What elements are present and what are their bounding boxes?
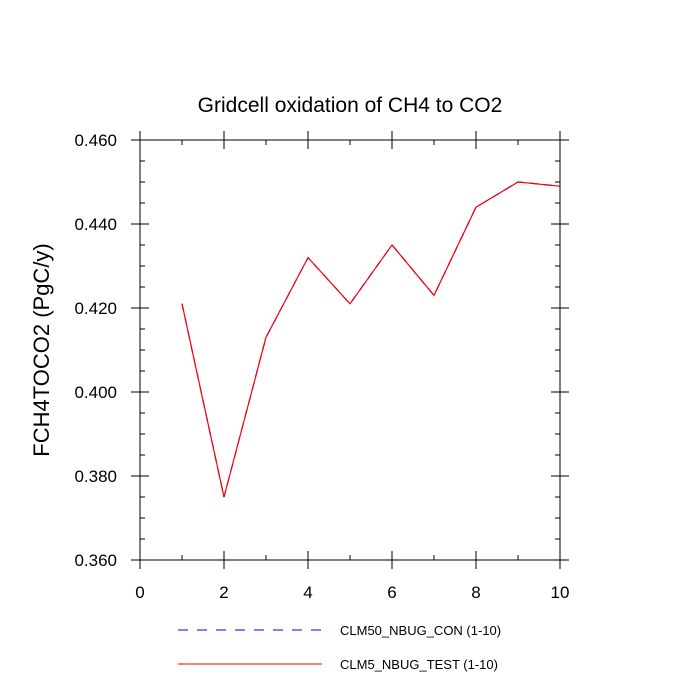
legend-label: CLM5_NBUG_TEST (1-10): [340, 657, 498, 672]
series-lines: [181, 181, 561, 498]
y-tick-label: 0.460: [74, 131, 117, 150]
y-axis-label: FCH4TOCO2 (PgC/y): [29, 243, 54, 457]
series-line-2: [181, 181, 561, 498]
legend: CLM50_NBUG_CON (1-10) CLM5_NBUG_TEST (1-1…: [178, 623, 501, 672]
x-tick-label: 10: [551, 583, 570, 602]
axis-tick-labels: 0 2 4 6 8 10 0.360 0.380 0.400 0.420 0.440 0.460: [74, 131, 569, 602]
x-tick-label: 0: [135, 583, 144, 602]
x-tick-label: 2: [219, 583, 228, 602]
y-tick-label: 0.360: [74, 551, 117, 570]
x-tick-label: 4: [303, 583, 312, 602]
axis-ticks: [131, 131, 569, 569]
y-tick-label: 0.440: [74, 215, 117, 234]
y-tick-label: 0.380: [74, 467, 117, 486]
x-tick-label: 8: [471, 583, 480, 602]
x-tick-label: 6: [387, 583, 396, 602]
legend-label: CLM50_NBUG_CON (1-10): [340, 623, 501, 638]
plot-frame: [139, 139, 561, 561]
series-line-1: [181, 181, 561, 498]
chart-title: Gridcell oxidation of CH4 to CO2: [198, 94, 503, 117]
y-tick-label: 0.400: [74, 383, 117, 402]
y-tick-label: 0.420: [74, 299, 117, 318]
